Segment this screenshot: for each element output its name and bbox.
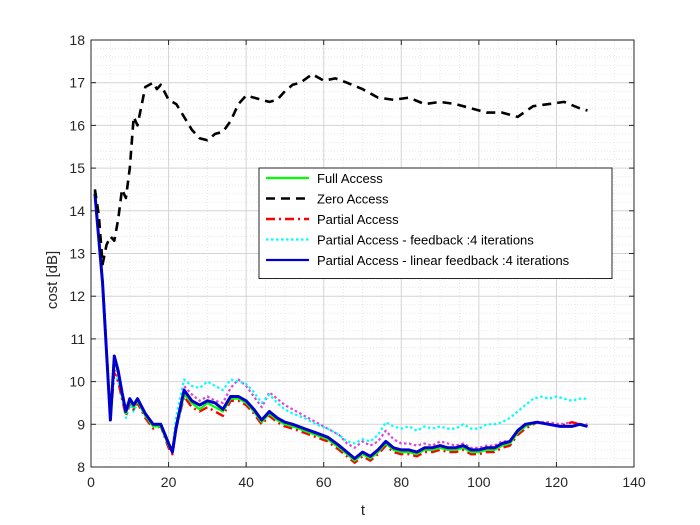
y-tick-label: 10 <box>69 374 85 390</box>
legend-label: Full Access <box>317 171 383 186</box>
series-layer <box>93 72 588 464</box>
y-axis-label: cost [dB] <box>44 251 61 309</box>
legend-label: Zero Access <box>317 192 389 207</box>
x-tick-label: 140 <box>622 474 646 490</box>
y-tick-label: 14 <box>69 203 85 219</box>
y-tick-label: 18 <box>69 32 85 48</box>
y-tick-label: 9 <box>77 416 85 432</box>
y-tick-label: 15 <box>69 160 85 176</box>
series-line-2 <box>93 72 588 266</box>
y-tick-label: 8 <box>77 459 85 475</box>
y-tick-label: 17 <box>69 75 85 91</box>
x-tick-label: 0 <box>87 474 95 490</box>
x-tick-label: 20 <box>161 474 177 490</box>
y-tick-label: 12 <box>69 288 85 304</box>
x-tick-label: 100 <box>467 474 491 490</box>
series-line-4 <box>93 189 588 451</box>
series-line-3 <box>93 191 588 464</box>
x-tick-label: 120 <box>545 474 569 490</box>
ticks-layer: 0 20 40 60 80 100 120 140 8 9 10 11 12 13 14 15 16 17 18 <box>69 32 645 490</box>
y-tick-label: 11 <box>70 331 85 347</box>
x-tick-label: 60 <box>316 474 332 490</box>
legend-box <box>258 167 613 279</box>
series-line-5 <box>93 193 588 460</box>
x-tick-label: 80 <box>393 474 409 490</box>
y-tick-label: 13 <box>69 246 85 262</box>
legend-label: Partial Access - linear feedback :4 iter… <box>317 253 570 268</box>
legend-label: Partial Access - feedback :4 iterations <box>317 233 534 248</box>
x-tick-label: 40 <box>238 474 254 490</box>
y-tick-label: 16 <box>69 117 85 133</box>
legend: Full Access Zero Access Partial Access Part… <box>258 167 613 279</box>
legend-label: Partial Access <box>317 212 399 227</box>
x-axis-label: t <box>361 502 366 519</box>
